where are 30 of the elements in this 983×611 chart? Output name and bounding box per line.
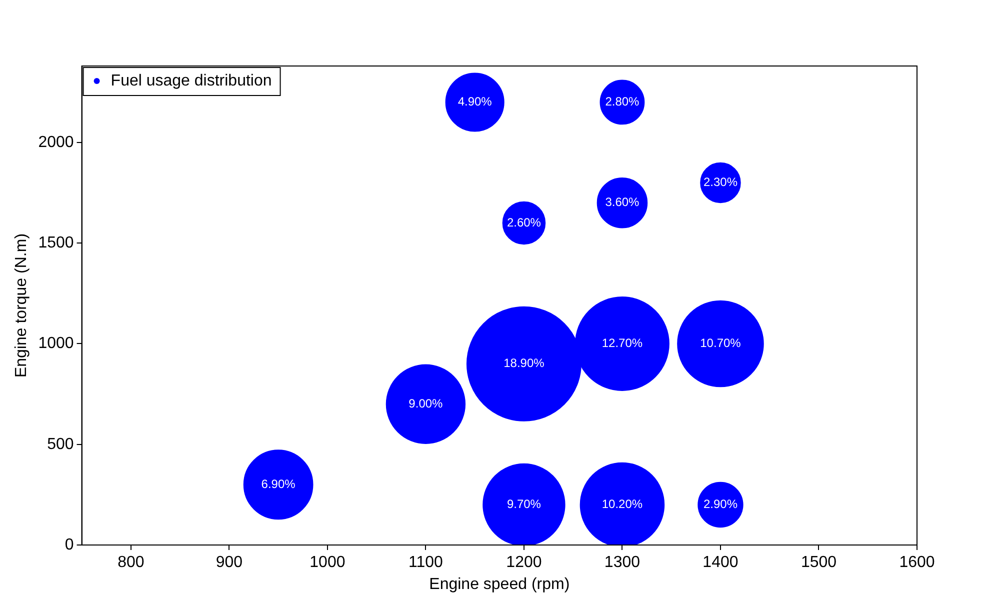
y-tick-label: 1000 bbox=[38, 335, 74, 352]
data-label: 2.30% bbox=[703, 175, 738, 190]
x-tick-label: 1000 bbox=[310, 554, 346, 572]
x-tick-label: 1300 bbox=[604, 554, 640, 572]
y-tick-label: 2000 bbox=[38, 134, 74, 151]
data-label: 12.70% bbox=[602, 336, 643, 350]
data-label: 9.70% bbox=[506, 497, 542, 512]
data-label: 6.90% bbox=[261, 476, 296, 491]
data-label: 2.60% bbox=[506, 215, 542, 230]
data-label: 2.90% bbox=[703, 497, 738, 512]
y-axis-title: Engine torque (N.m) bbox=[13, 233, 30, 378]
data-label: 3.60% bbox=[605, 195, 640, 210]
data-label: 9.00% bbox=[408, 396, 444, 410]
y-tick-label: 500 bbox=[47, 436, 74, 453]
x-tick-label: 1600 bbox=[899, 554, 935, 572]
x-tick-label: 800 bbox=[118, 554, 144, 572]
x-tick-label: 1100 bbox=[408, 554, 444, 572]
data-label: 2.80% bbox=[605, 94, 640, 109]
x-tick-label: 1200 bbox=[506, 554, 542, 572]
legend-label: Fuel usage distribution bbox=[110, 72, 272, 90]
data-label: 4.90% bbox=[458, 94, 492, 109]
data-label: 10.70% bbox=[700, 336, 742, 350]
y-tick-label: 0 bbox=[64, 536, 74, 554]
x-tick-label: 1400 bbox=[702, 554, 738, 572]
y-tick-label: 1500 bbox=[38, 234, 74, 252]
x-axis-title: Engine speed (rpm) bbox=[429, 576, 570, 594]
data-label: 10.20% bbox=[602, 497, 643, 512]
data-label: 18.90% bbox=[504, 356, 545, 370]
x-tick-label: 900 bbox=[216, 554, 243, 572]
x-tick-label: 1500 bbox=[800, 554, 837, 572]
